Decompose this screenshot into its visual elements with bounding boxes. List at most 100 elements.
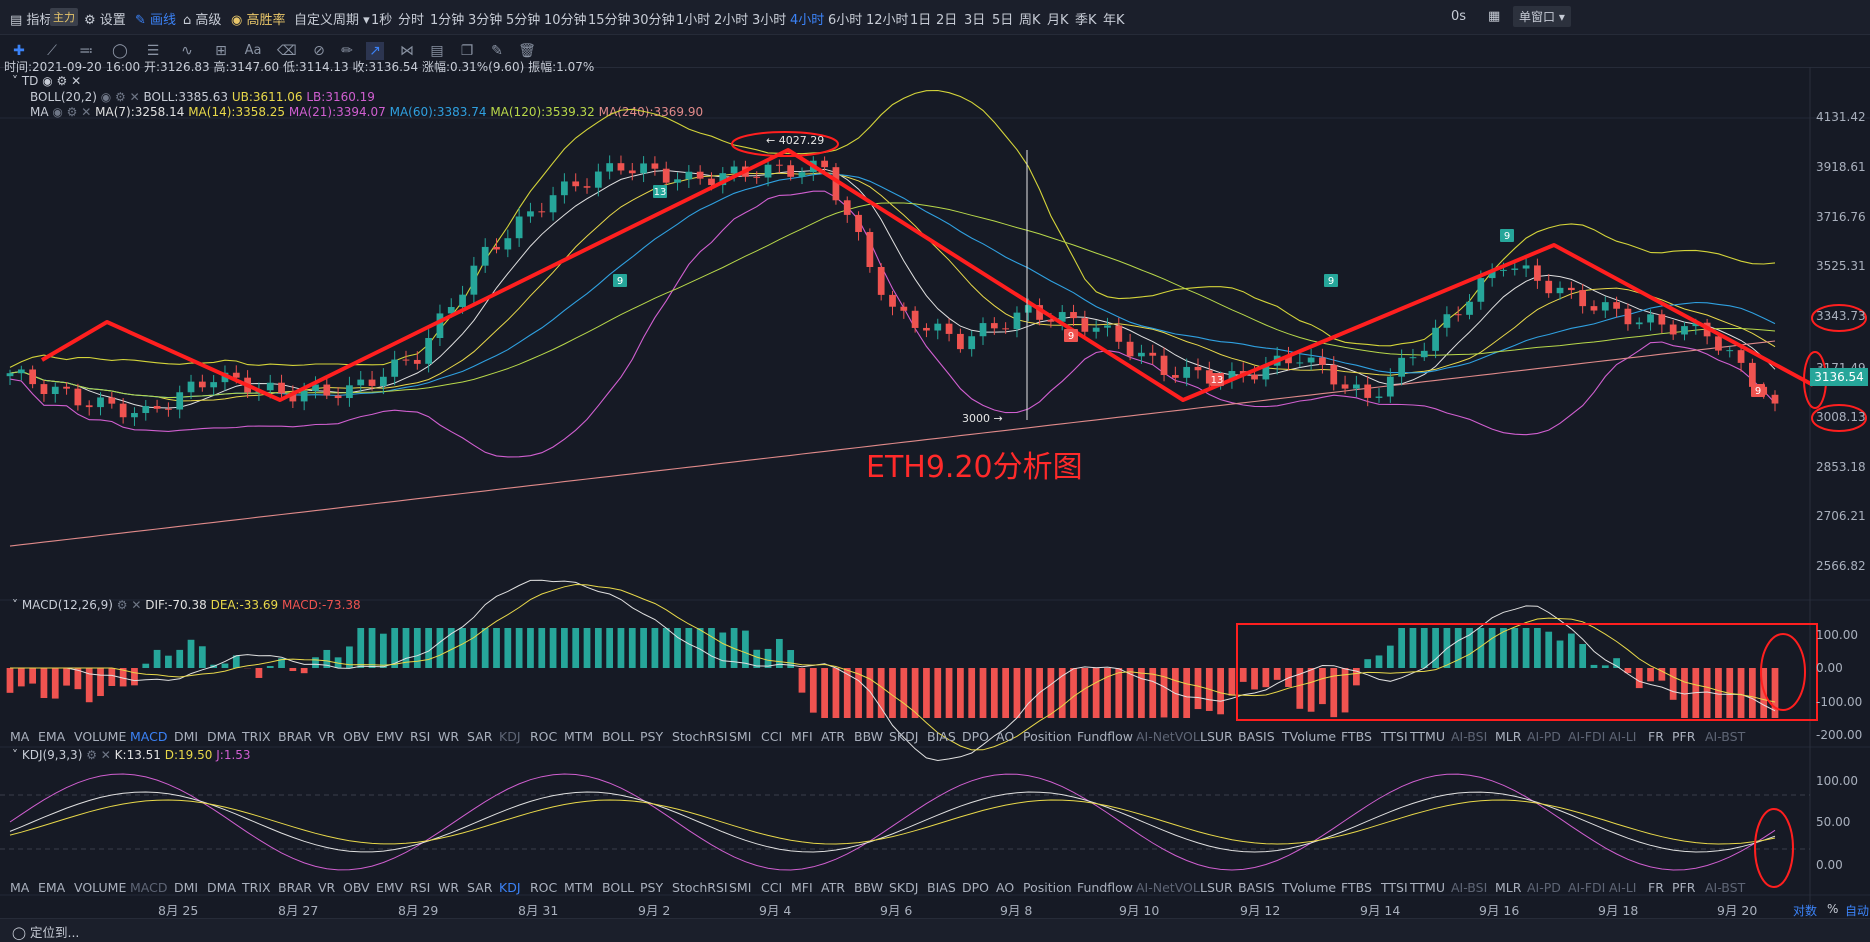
indicator-tab-mfi[interactable]: MFI bbox=[791, 729, 813, 744]
indicator-tab-ttsi[interactable]: TTSI bbox=[1381, 729, 1408, 744]
indicator-tab-lsur[interactable]: LSUR bbox=[1200, 729, 1233, 744]
indicator-tab-trix[interactable]: TRIX bbox=[242, 880, 271, 895]
indicator-tab-ftbs[interactable]: FTBS bbox=[1341, 729, 1372, 744]
indicator-tab-fundflow[interactable]: Fundflow bbox=[1077, 729, 1133, 744]
indicator-tab-boll[interactable]: BOLL bbox=[602, 729, 634, 744]
indicator-tab-obv[interactable]: OBV bbox=[343, 729, 370, 744]
indicator-tab-ao[interactable]: AO bbox=[996, 729, 1014, 744]
indicator-tab-ai-fdi[interactable]: AI-FDI bbox=[1568, 880, 1605, 895]
kdj-name[interactable]: KDJ(9,3,3) bbox=[22, 748, 83, 762]
indicator-tab-mlr[interactable]: MLR bbox=[1495, 880, 1521, 895]
indicator-tab-emv[interactable]: EMV bbox=[376, 729, 403, 744]
indicator-tab-vr[interactable]: VR bbox=[318, 880, 335, 895]
indicator-tab-trix[interactable]: TRIX bbox=[242, 729, 271, 744]
indicator-tab-vr[interactable]: VR bbox=[318, 729, 335, 744]
indicator-tab-wr[interactable]: WR bbox=[438, 729, 459, 744]
indicator-tab-dpo[interactable]: DPO bbox=[962, 729, 989, 744]
indicator-tab-ttmu[interactable]: TTMU bbox=[1410, 880, 1445, 895]
indicator-tab-atr[interactable]: ATR bbox=[821, 880, 845, 895]
indicator-tab-brar[interactable]: BRAR bbox=[278, 880, 312, 895]
indicator-tab-volume[interactable]: VOLUME bbox=[74, 729, 126, 744]
indicator-tab-ttmu[interactable]: TTMU bbox=[1410, 729, 1445, 744]
indicator-tab-tvolume[interactable]: TVolume bbox=[1282, 880, 1336, 895]
indicator-tab-dmi[interactable]: DMI bbox=[174, 880, 198, 895]
indicator-tab-ttsi[interactable]: TTSI bbox=[1381, 880, 1408, 895]
indicator-tab-stochrsi[interactable]: StochRSI bbox=[672, 880, 728, 895]
indicator-tab-mfi[interactable]: MFI bbox=[791, 880, 813, 895]
macd-controls-icon[interactable]: ⚙ ✕ bbox=[117, 598, 142, 612]
kdj-controls-icon[interactable]: ⚙ ✕ bbox=[86, 748, 111, 762]
indicator-tab-pfr[interactable]: PFR bbox=[1672, 880, 1695, 895]
indicator-tab-ftbs[interactable]: FTBS bbox=[1341, 880, 1372, 895]
indicator-tab-skdj[interactable]: SKDJ bbox=[889, 729, 918, 744]
collapse-icon[interactable]: ˅ bbox=[12, 748, 18, 762]
indicator-tab-basis[interactable]: BASIS bbox=[1238, 880, 1275, 895]
indicator-tab-ai-pd[interactable]: AI-PD bbox=[1527, 880, 1561, 895]
indicator-tab-volume[interactable]: VOLUME bbox=[74, 880, 126, 895]
locate-button[interactable]: ◯ 定位到... bbox=[12, 922, 79, 941]
indicator-tab-skdj[interactable]: SKDJ bbox=[889, 880, 918, 895]
indicator-tab-brar[interactable]: BRAR bbox=[278, 729, 312, 744]
indicator-tab-kdj[interactable]: KDJ bbox=[499, 729, 521, 744]
indicator-tab-ai-netvol[interactable]: AI-NetVOL bbox=[1136, 729, 1200, 744]
indicator-tab-ai-bst[interactable]: AI-BST bbox=[1705, 880, 1745, 895]
indicator-tab-fr[interactable]: FR bbox=[1648, 880, 1664, 895]
indicator-tab-dma[interactable]: DMA bbox=[207, 880, 236, 895]
indicator-tab-ai-li[interactable]: AI-LI bbox=[1609, 729, 1636, 744]
indicator-tab-sar[interactable]: SAR bbox=[467, 880, 492, 895]
indicator-tab-ao[interactable]: AO bbox=[996, 880, 1014, 895]
indicator-tab-kdj[interactable]: KDJ bbox=[499, 880, 521, 895]
indicator-tab-bbw[interactable]: BBW bbox=[854, 729, 883, 744]
indicator-tab-mtm[interactable]: MTM bbox=[564, 880, 593, 895]
indicator-tab-bias[interactable]: BIAS bbox=[927, 880, 956, 895]
indicator-tab-cci[interactable]: CCI bbox=[761, 880, 782, 895]
indicator-tab-position[interactable]: Position bbox=[1023, 880, 1072, 895]
indicator-tab-ai-bsi[interactable]: AI-BSI bbox=[1451, 880, 1487, 895]
indicator-tab-obv[interactable]: OBV bbox=[343, 880, 370, 895]
indicator-tab-ai-fdi[interactable]: AI-FDI bbox=[1568, 729, 1605, 744]
indicator-tab-rsi[interactable]: RSI bbox=[410, 729, 430, 744]
indicator-tab-mlr[interactable]: MLR bbox=[1495, 729, 1521, 744]
indicator-tab-ai-bsi[interactable]: AI-BSI bbox=[1451, 729, 1487, 744]
indicator-tab-ma[interactable]: MA bbox=[10, 729, 29, 744]
indicator-tab-emv[interactable]: EMV bbox=[376, 880, 403, 895]
auto-scale-toggle[interactable]: 自动 bbox=[1845, 902, 1869, 919]
indicator-tab-ai-bst[interactable]: AI-BST bbox=[1705, 729, 1745, 744]
indicator-tab-bias[interactable]: BIAS bbox=[927, 729, 956, 744]
indicator-tab-roc[interactable]: ROC bbox=[530, 729, 557, 744]
indicator-tab-wr[interactable]: WR bbox=[438, 880, 459, 895]
indicator-tab-ai-li[interactable]: AI-LI bbox=[1609, 880, 1636, 895]
indicator-tab-smi[interactable]: SMI bbox=[729, 880, 751, 895]
indicator-tab-fundflow[interactable]: Fundflow bbox=[1077, 880, 1133, 895]
indicator-tab-macd[interactable]: MACD bbox=[130, 880, 167, 895]
collapse-icon[interactable]: ˅ bbox=[12, 598, 18, 612]
indicator-tab-dma[interactable]: DMA bbox=[207, 729, 236, 744]
indicator-tab-dpo[interactable]: DPO bbox=[962, 880, 989, 895]
indicator-tab-pfr[interactable]: PFR bbox=[1672, 729, 1695, 744]
indicator-tab-cci[interactable]: CCI bbox=[761, 729, 782, 744]
indicator-tab-tvolume[interactable]: TVolume bbox=[1282, 729, 1336, 744]
indicator-tab-roc[interactable]: ROC bbox=[530, 880, 557, 895]
indicator-tab-boll[interactable]: BOLL bbox=[602, 880, 634, 895]
percent-toggle[interactable]: % bbox=[1827, 902, 1838, 916]
indicator-tab-ema[interactable]: EMA bbox=[38, 729, 65, 744]
indicator-tab-smi[interactable]: SMI bbox=[729, 729, 751, 744]
indicator-tab-lsur[interactable]: LSUR bbox=[1200, 880, 1233, 895]
macd-name[interactable]: MACD(12,26,9) bbox=[22, 598, 113, 612]
indicator-tab-ma[interactable]: MA bbox=[10, 880, 29, 895]
indicator-tab-mtm[interactable]: MTM bbox=[564, 729, 593, 744]
indicator-tab-psy[interactable]: PSY bbox=[640, 880, 663, 895]
indicator-tab-stochrsi[interactable]: StochRSI bbox=[672, 729, 728, 744]
indicator-tab-macd[interactable]: MACD bbox=[130, 729, 167, 744]
indicator-tab-atr[interactable]: ATR bbox=[821, 729, 845, 744]
indicator-tab-basis[interactable]: BASIS bbox=[1238, 729, 1275, 744]
indicator-tab-dmi[interactable]: DMI bbox=[174, 729, 198, 744]
log-scale-toggle[interactable]: 对数 bbox=[1793, 902, 1817, 919]
indicator-tab-position[interactable]: Position bbox=[1023, 729, 1072, 744]
indicator-tab-bbw[interactable]: BBW bbox=[854, 880, 883, 895]
indicator-tab-ai-netvol[interactable]: AI-NetVOL bbox=[1136, 880, 1200, 895]
indicator-tab-psy[interactable]: PSY bbox=[640, 729, 663, 744]
indicator-tab-sar[interactable]: SAR bbox=[467, 729, 492, 744]
indicator-tab-rsi[interactable]: RSI bbox=[410, 880, 430, 895]
indicator-tab-ema[interactable]: EMA bbox=[38, 880, 65, 895]
